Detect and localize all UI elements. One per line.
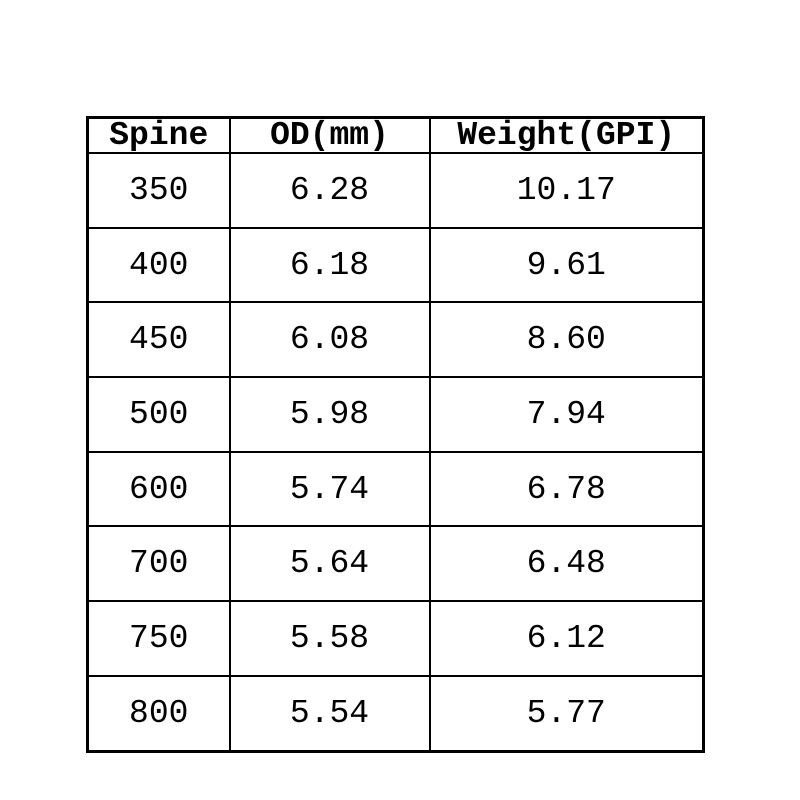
- table-row: 700 5.64 6.48: [86, 525, 705, 603]
- spine-cell: 450: [86, 301, 231, 379]
- od-cell: 5.74: [228, 450, 431, 528]
- table-row: 800 5.54 5.77: [86, 674, 705, 753]
- od-cell: 5.54: [228, 674, 431, 753]
- column-header-od: OD(mm): [228, 116, 431, 154]
- weight-cell: 7.94: [428, 376, 705, 453]
- table-header-row: Spine OD(mm) Weight(GPI): [86, 116, 705, 154]
- od-cell: 5.58: [228, 600, 431, 677]
- spine-cell: 800: [86, 674, 231, 753]
- od-cell: 6.28: [228, 152, 431, 229]
- od-cell: 5.64: [228, 525, 431, 603]
- spine-cell: 400: [86, 226, 231, 304]
- weight-cell: 6.12: [428, 600, 705, 677]
- column-header-weight: Weight(GPI): [428, 116, 705, 154]
- od-cell: 6.18: [228, 226, 431, 304]
- spine-cell: 500: [86, 376, 231, 453]
- table-row: 350 6.28 10.17: [86, 152, 705, 229]
- spec-table: Spine OD(mm) Weight(GPI) 350 6.28 10.17 …: [86, 116, 705, 753]
- weight-cell: 6.78: [428, 450, 705, 528]
- spine-cell: 600: [86, 450, 231, 528]
- weight-cell: 5.77: [428, 674, 705, 753]
- spine-cell: 700: [86, 525, 231, 603]
- spine-cell: 350: [86, 152, 231, 229]
- od-cell: 5.98: [228, 376, 431, 453]
- table-row: 450 6.08 8.60: [86, 301, 705, 379]
- spine-cell: 750: [86, 600, 231, 677]
- table-row: 600 5.74 6.78: [86, 450, 705, 528]
- weight-cell: 9.61: [428, 226, 705, 304]
- table-row: 750 5.58 6.12: [86, 600, 705, 677]
- table-row: 500 5.98 7.94: [86, 376, 705, 453]
- weight-cell: 8.60: [428, 301, 705, 379]
- od-cell: 6.08: [228, 301, 431, 379]
- weight-cell: 6.48: [428, 525, 705, 603]
- column-header-spine: Spine: [86, 116, 231, 154]
- table-row: 400 6.18 9.61: [86, 226, 705, 304]
- weight-cell: 10.17: [428, 152, 705, 229]
